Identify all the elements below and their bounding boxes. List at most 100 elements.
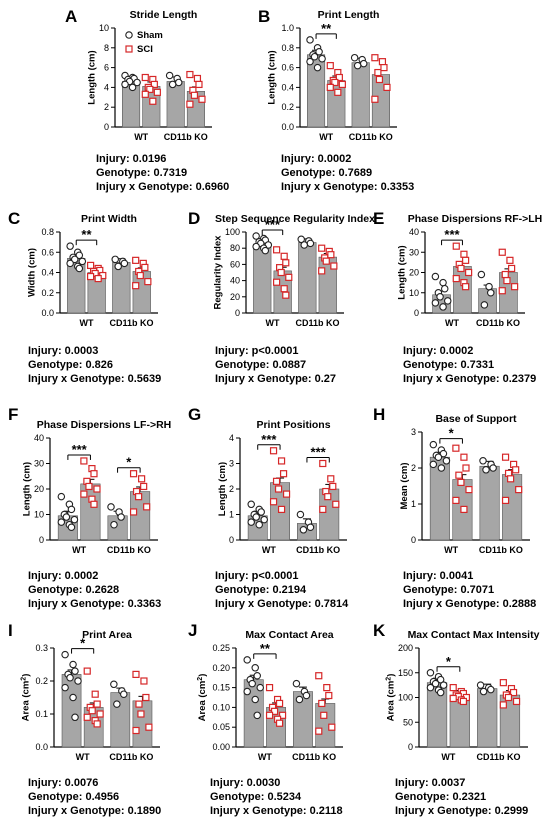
data-point-sci — [511, 283, 519, 291]
data-point-sci — [146, 85, 154, 93]
data-point-sci — [462, 256, 470, 264]
stat-injury: Injury: 0.0076 — [28, 777, 99, 789]
panel-e: E Phase Dispersions RF->LH 0 10 20 30 40Length… — [373, 209, 542, 328]
y-tick-label: 0.2 — [281, 102, 294, 112]
data-point-sham — [299, 526, 308, 534]
data-point-sham — [318, 54, 326, 63]
data-point-sci — [129, 508, 138, 516]
y-axis-label: Length (cm) — [266, 50, 277, 104]
data-point-sci — [512, 697, 521, 706]
panel-c: C Print Width 0.0 0.2 0.4 0.6 0.8 Width (cm) WT C… — [8, 209, 158, 328]
y-axis-label: Regularity Index — [212, 235, 223, 310]
data-point-sci — [328, 723, 336, 731]
data-point-sci — [374, 68, 382, 77]
data-point-sci — [460, 505, 468, 513]
data-point-sham — [255, 520, 263, 529]
data-point-sci — [371, 54, 379, 62]
stat-interaction: Injury x Genotype: 0.1890 — [28, 805, 162, 817]
y-tick-label: 0.3 — [35, 643, 48, 653]
data-point-sham — [437, 464, 446, 472]
stats-block-c: Injury: 0.0003 Genotype: 0.826 Injury x … — [28, 344, 161, 386]
data-point-sham — [117, 513, 125, 521]
y-tick-label: 80 — [230, 243, 240, 253]
data-point-sham — [476, 681, 485, 689]
data-point-sci — [504, 693, 513, 702]
data-point-sci — [330, 262, 338, 270]
y-tick-label: 0 — [104, 122, 109, 132]
bar-sham — [166, 81, 185, 128]
data-point-sci — [499, 679, 507, 687]
panel-letter: A — [65, 7, 77, 26]
panel-title: Stride Length — [130, 9, 198, 21]
x-tick-label: CD11b KO — [296, 318, 340, 328]
data-point-sci — [278, 711, 287, 719]
data-point-sci — [322, 257, 330, 265]
data-point-sci — [285, 273, 293, 281]
y-tick-label: 0 — [411, 535, 416, 545]
data-point-sham — [296, 510, 305, 519]
bar-sham — [110, 692, 131, 748]
data-point-sci — [143, 503, 151, 511]
data-point-sham — [487, 685, 495, 694]
data-point-sham — [295, 695, 304, 704]
y-axis-label: Length (cm) — [397, 245, 408, 299]
data-point-sci — [323, 683, 331, 692]
stats-block-b: Injury: 0.0002 Genotype: 0.7689 Injury x… — [281, 152, 414, 194]
stat-injury: Injury: p<0.0001 — [215, 345, 299, 357]
data-point-sci — [318, 267, 326, 275]
significance-stars: ** — [260, 641, 271, 656]
x-tick-label: WT — [76, 752, 90, 762]
data-point-sci — [277, 505, 286, 513]
stat-injury: Injury: 0.0002 — [403, 345, 474, 357]
panel-letter: H — [373, 405, 385, 424]
data-point-sci — [87, 261, 95, 270]
panel-b: B Print Length 0.0 0.2 0.4 0.6 0.8 1.0 Length (c… — [258, 7, 397, 142]
x-tick-label: CD11b KO — [349, 132, 393, 142]
y-tick-label: 0.2 — [41, 288, 54, 298]
panel-f: F Phase Dispersions LF->RH 0 10 20 30 40 Length… — [8, 405, 171, 555]
data-point-sham — [426, 668, 435, 677]
data-point-sci — [452, 444, 460, 452]
data-point-sham — [71, 713, 79, 722]
stat-genotype: Genotype: 0.7689 — [281, 167, 373, 179]
data-point-sci — [334, 88, 342, 96]
y-axis-label: Length (cm) — [217, 462, 228, 516]
y-tick-label: 0 — [235, 308, 240, 318]
data-point-sham — [306, 57, 314, 66]
stats-block-g: Injury: p<0.0001 Genotype: 0.2194 Injury… — [215, 569, 348, 611]
panel-a: A Stride Length 0 2 4 6 8 10 Length (cm) WT CD11b … — [65, 7, 212, 142]
y-axis-label: Length (cm) — [87, 50, 98, 104]
x-tick-label: CD11b KO — [107, 545, 151, 555]
data-point-sham — [313, 63, 322, 72]
y-tick-label: 0.25 — [212, 643, 230, 653]
data-point-sham — [61, 683, 69, 692]
data-point-sci — [320, 711, 328, 719]
data-point-sci — [315, 672, 323, 680]
data-point-sci — [462, 283, 470, 291]
y-tick-label: 0 — [408, 742, 413, 752]
y-tick-label: 0.0 — [281, 122, 294, 132]
data-point-sham — [168, 80, 177, 89]
y-axis-label-end: ) — [385, 674, 396, 677]
y-tick-label: 20 — [34, 484, 44, 494]
y-axis-label: Area (cm2) — [20, 674, 32, 722]
data-point-sham — [434, 453, 443, 461]
data-point-sham — [260, 515, 268, 524]
y-tick-label: 10 — [99, 23, 109, 33]
stat-genotype: Genotype: 0.5234 — [210, 791, 302, 803]
data-point-sham — [257, 508, 265, 516]
stat-genotype: Genotype: 0.7319 — [96, 167, 188, 179]
data-point-sham — [174, 78, 183, 87]
data-point-sci — [269, 498, 278, 506]
data-point-sci — [91, 690, 99, 698]
stat-injury: Injury: 0.0002 — [28, 570, 99, 582]
data-point-sham — [482, 466, 490, 474]
panel-title: Max Contact Max Intensity — [408, 629, 540, 641]
data-point-sci — [455, 471, 463, 479]
stat-interaction: Injury x Genotype: 0.7814 — [215, 598, 349, 610]
data-point-sci — [318, 244, 326, 252]
data-point-sci — [87, 272, 95, 281]
stat-injury: Injury: 0.0030 — [210, 777, 281, 789]
data-point-sham — [243, 656, 251, 664]
x-tick-label: WT — [134, 132, 148, 142]
